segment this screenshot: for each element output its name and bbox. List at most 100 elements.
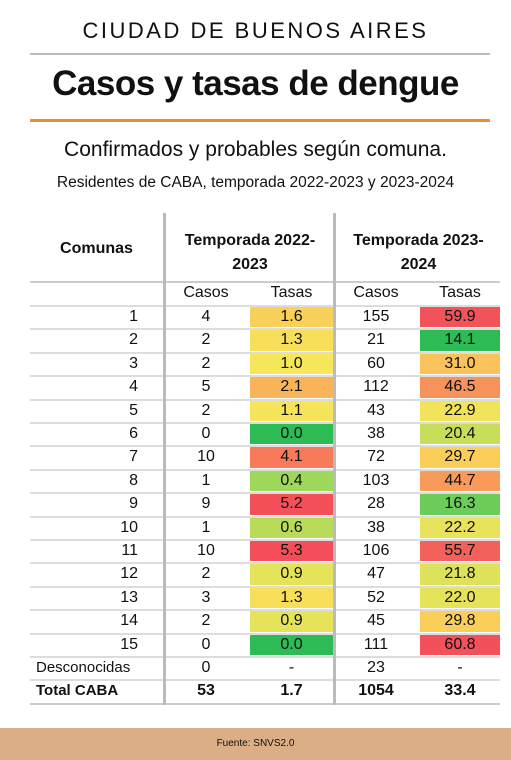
rate-cell [420,634,500,655]
cell: - [288,659,295,676]
cell: 23 [367,659,385,676]
rate-cell [250,353,333,375]
cell: 1.7 [280,682,303,700]
rate-cell [420,400,500,421]
cell: - [457,659,463,676]
cell: 45 [367,612,385,630]
accent-rule [30,119,490,122]
cell: 1.0 [280,354,303,372]
row-label: 8 [129,471,138,489]
rate-cell [420,541,500,562]
cell: 2.1 [280,378,303,396]
cell: 22.2 [444,518,476,536]
cell: 44.7 [444,471,476,489]
rate-cell [250,611,333,632]
rate-cell [250,541,333,562]
cell: 33.4 [444,682,476,700]
cell: 0.0 [280,425,303,442]
rate-cell [420,447,500,468]
row-rule [30,328,500,331]
row-label: 12 [120,565,138,583]
description: Residentes de CABA, temporada 2022-2023 … [56,174,455,191]
cell: 14.1 [444,331,476,349]
rate-cell [250,470,333,492]
rate-cell [420,470,500,492]
row-rule [30,398,500,401]
row-label: Desconocidas [36,659,131,676]
cell: 20.4 [444,425,476,442]
cell: 112 [363,378,389,396]
cell: 31.0 [444,354,476,372]
cell: 155 [362,308,390,325]
row-rule [30,492,500,495]
subtitle: Confirmados y probables según comuna. [64,138,447,161]
rate-cell [420,564,500,585]
row-label: 14 [120,612,138,630]
kicker: CIUDAD DE BUENOS AIRES [82,18,429,43]
cell: 5.3 [280,542,303,559]
rate-cell [250,400,333,421]
col-rule [163,213,166,705]
cell: 0 [201,635,211,653]
rule [30,281,500,283]
col-rule [333,213,336,705]
rate-cell [420,494,500,515]
header-cell: Temporada 2022-2023 [184,232,316,273]
rate-cell [420,611,500,632]
rate-cell [250,447,333,468]
row-label: 1 [129,308,138,325]
row-label: 9 [129,495,138,513]
cell: 2 [201,354,211,372]
cell: 2 [201,401,211,419]
cell: 22.0 [444,588,476,606]
cell: 29.7 [444,448,476,466]
footer-band [0,728,511,760]
row-label: 2 [129,331,138,349]
rate-cell [420,353,500,375]
cell: 22.9 [444,401,476,419]
rate-cell [420,424,500,445]
rate-cell [250,564,333,585]
row-label: 4 [129,378,138,396]
row-rule [30,468,500,471]
cell: 111 [363,635,389,653]
cell: 4 [201,308,211,325]
cell: 0.9 [280,612,303,630]
cell: 72 [367,448,385,466]
subheader-cell: Casos [353,284,399,301]
cell: 21.8 [444,565,476,583]
rate-cell [250,494,333,515]
cell: 3 [201,588,211,606]
rate-cell [250,634,333,655]
cell: 1 [201,518,211,536]
cell: 1.3 [280,331,303,349]
rate-cell [250,377,333,398]
rule [30,53,490,55]
row-label: 6 [129,425,138,442]
cell: 0.9 [280,565,303,583]
cell: 16.3 [444,495,476,513]
subheader-cell: Tasas [439,284,481,301]
rate-cell [420,307,500,328]
cell: 0.4 [280,471,303,489]
row-label: Total CABA [36,682,119,700]
rate-cell [420,330,500,351]
cell: 0.6 [280,518,303,536]
row-label: 10 [120,518,138,536]
cell: 1.6 [280,308,303,325]
cell: 10 [197,448,215,466]
cell: 2 [201,612,211,630]
header-cell: Comunas [60,240,133,257]
row-label: 13 [120,588,138,606]
row-rule [30,445,500,448]
subheader-cell: Tasas [270,284,313,301]
cell: 60.8 [444,635,476,653]
cell: 47 [367,565,385,583]
row-label: 11 [121,542,138,559]
cell: 43 [367,401,385,419]
cell: 21 [367,331,385,349]
cell: 46.5 [444,378,476,396]
cell: 1 [201,471,211,489]
title: Casos y tasas de dengue [52,64,459,103]
